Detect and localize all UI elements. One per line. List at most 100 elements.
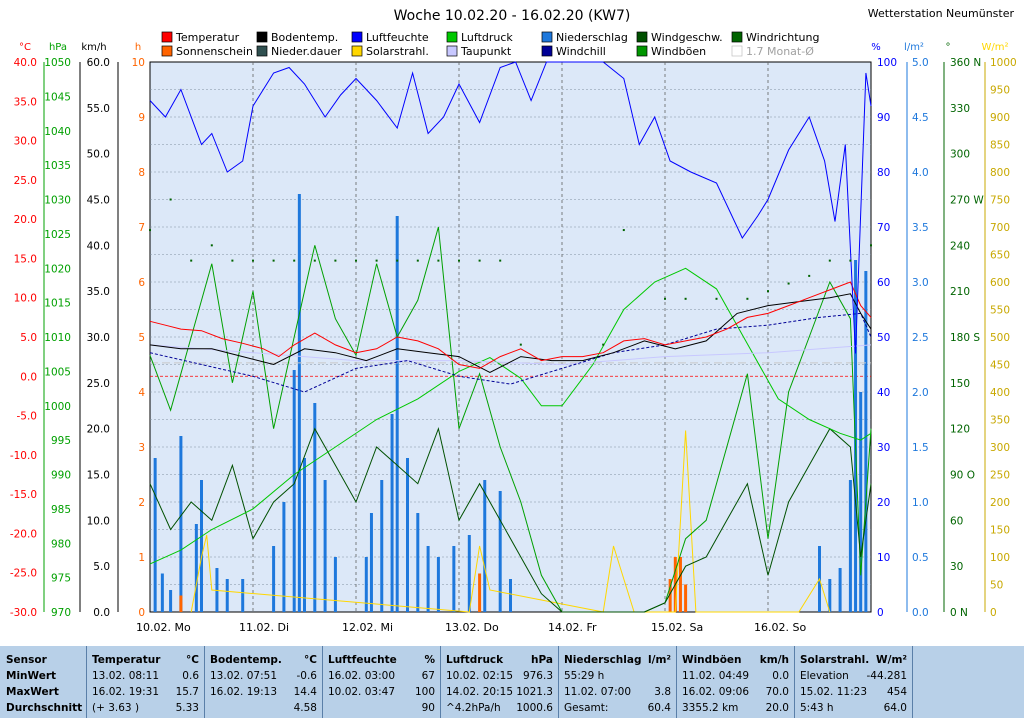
stats-unit: l/m² <box>648 654 671 666</box>
tick-label-solar: 700 <box>990 222 1010 234</box>
stats-col-col2: Temperatur °C 13.02. 08:11 0.6 16.02. 19:31 1… <box>86 646 205 718</box>
tick-label-sun: 4 <box>138 387 145 399</box>
tick-label-solar: 750 <box>990 195 1010 207</box>
rain-bar <box>323 480 327 612</box>
tick-label-solar: 400 <box>990 387 1010 399</box>
wind-direction-dot <box>602 343 605 346</box>
chart-legend: Temperatur Bodentemp. Luftfeuchte Luftdruck… <box>161 31 819 58</box>
axis-unit-sun: h <box>135 42 141 53</box>
rain-bar <box>848 480 852 612</box>
tick-label-sun: 8 <box>138 167 145 179</box>
tick-label-temp: 15.0 <box>14 253 37 265</box>
tick-label-wind: 40.0 <box>87 240 110 252</box>
wind-direction-dot <box>870 244 872 247</box>
tick-label-rain: 2.5 <box>912 332 929 344</box>
stats-col-col3: Bodentemp. °C 13.02. 07:51 -0.6 16.02. 19:13… <box>204 646 323 718</box>
legend-swatch <box>541 45 553 57</box>
stats-cell-value: 67 <box>421 670 435 682</box>
stats-cell-value: 1021.3 <box>516 686 553 698</box>
legend-label: Sonnenschein <box>176 45 253 58</box>
legend-label: Luftdruck <box>461 31 513 44</box>
tick-label-winddir: 60 <box>950 515 963 527</box>
stats-cell-value: 70.0 <box>765 686 789 698</box>
axis-unit-wind: km/h <box>81 42 106 53</box>
tick-label-rain: 0.0 <box>912 607 929 619</box>
tick-label-sun: 6 <box>138 277 145 289</box>
tick-label-winddir: 0 N <box>950 607 968 619</box>
x-tick-label: 14.02. Fr <box>548 621 597 634</box>
tick-label-temp: -5.0 <box>17 411 38 423</box>
wind-direction-dot <box>622 229 625 232</box>
rain-bar <box>200 480 203 612</box>
pressure-line <box>149 267 872 565</box>
axis-unit-temp: °C <box>19 42 31 53</box>
tick-label-temp: -25.0 <box>10 568 37 580</box>
tick-label-rain: 1.0 <box>912 497 929 509</box>
legend-swatch <box>541 31 553 43</box>
rain-bar <box>272 546 276 612</box>
stats-unit: °C <box>186 654 199 666</box>
wind-direction-dot <box>149 229 151 232</box>
weather-chart: Woche 10.02.20 - 16.02.20 (KW7) Wetterst… <box>9 7 1017 634</box>
tick-label-pressure: 1020 <box>44 263 71 275</box>
legend-label: Windrichtung <box>746 31 819 44</box>
rain-bar <box>282 502 286 612</box>
stats-cell-value: 20.0 <box>765 702 789 714</box>
tick-label-solar: 1000 <box>990 57 1017 69</box>
stats-col-col6: Niederschlag l/m² 55:29 h 11.02. 07:00 3.8 Ge… <box>558 646 677 718</box>
tick-label-solar: 900 <box>990 112 1010 124</box>
tick-label-pressure: 990 <box>51 470 71 482</box>
stats-cell-time: 11.02. 07:00 <box>564 686 631 698</box>
wind-direction-dot <box>272 259 275 262</box>
x-tick-label: 10.02. Mo <box>136 621 191 634</box>
tick-label-pressure: 995 <box>51 435 71 447</box>
sunshine-bar <box>684 584 688 612</box>
tick-label-wind: 20.0 <box>87 424 110 436</box>
wind-direction-dot <box>416 259 419 262</box>
stats-col-col4: Luftfeuchte% 16.02. 03:00 67 10.02. 03:47 10… <box>322 646 441 718</box>
tick-label-wind: 30.0 <box>87 332 110 344</box>
stats-cell-time: 5:43 h <box>800 702 834 714</box>
legend-label: Niederschlag <box>556 31 628 44</box>
legend-swatch <box>636 45 648 57</box>
tick-label-winddir: 120 <box>950 424 970 436</box>
tick-label-wind: 45.0 <box>87 195 110 207</box>
stats-cell-value: -0.6 <box>296 670 318 682</box>
stats-unit: km/h <box>759 654 789 666</box>
rain-bar <box>483 480 487 612</box>
legend-swatch <box>256 31 268 43</box>
legend-swatch <box>161 45 173 57</box>
stats-cell-time: 13.02. 08:11 <box>92 670 159 682</box>
tick-label-wind: 25.0 <box>87 378 110 390</box>
rain-bar <box>859 392 863 612</box>
tick-label-winddir: 330 <box>950 103 970 115</box>
tick-label-pressure: 1005 <box>44 366 71 378</box>
rain-bar <box>509 579 512 612</box>
stats-col-col5: Luftdruck hPa 10.02. 02:15 976.3 14.02. 20:1… <box>440 646 559 718</box>
tick-label-pressure: 980 <box>51 538 71 550</box>
stats-cell-time: (+ 3.63 ) <box>92 702 140 714</box>
stats-header: Luftdruck <box>446 654 504 666</box>
stats-cell-time: 3355.2 km <box>682 702 739 714</box>
stats-cell-time: 11.02. 04:49 <box>682 670 749 682</box>
legend-swatch <box>351 45 363 57</box>
tick-label-pressure: 1050 <box>44 57 71 69</box>
rain-bar <box>313 403 317 612</box>
stats-cell-value: 454 <box>886 686 907 698</box>
tick-label-rain: 4.5 <box>912 112 929 124</box>
stats-cell-time: 16.02. 19:13 <box>210 686 277 698</box>
tick-label-temp: 10.0 <box>14 293 37 305</box>
tick-label-winddir: 360 N <box>950 57 981 69</box>
stats-unit: % <box>424 654 435 666</box>
tick-label-winddir: 270 W <box>950 195 984 207</box>
legend-label: 1.7 Monat-Ø <box>746 45 814 58</box>
wind-direction-dot <box>715 297 718 300</box>
tick-label-pressure: 1000 <box>44 401 71 413</box>
wind-direction-dot <box>190 259 193 262</box>
wind-direction-dot <box>355 259 357 262</box>
stats-cell-value: 0.0 <box>772 670 789 682</box>
legend-swatch <box>636 31 648 43</box>
stats-cell-time: 13.02. 07:51 <box>210 670 277 682</box>
tick-label-solar: 150 <box>990 525 1010 537</box>
grid <box>150 62 871 612</box>
